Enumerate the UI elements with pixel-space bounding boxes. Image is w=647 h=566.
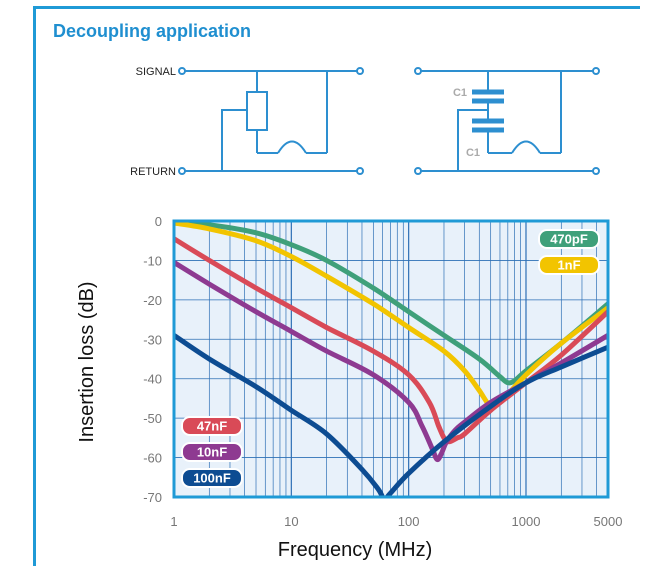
plot-frame <box>172 219 610 499</box>
insertion-loss-chart: 0 -10 -20 -30 -40 -50 -60 -70 1 10 100 1000 5000 47… <box>76 214 622 561</box>
legend-item-100nF: 100nF <box>181 468 243 488</box>
series-line-100nF <box>174 332 608 497</box>
panel-title: Decoupling application <box>53 21 252 41</box>
x-tick-labels: 1 10 100 1000 5000 <box>170 514 622 529</box>
cap-label-bottom: C1 <box>466 147 480 159</box>
y-tick-label: -60 <box>143 451 162 466</box>
legend-label: 47nF <box>197 419 227 434</box>
series-line-10nF <box>174 259 608 463</box>
cap-label-top: C1 <box>453 87 467 99</box>
legend-label: 470pF <box>550 232 588 247</box>
return-label: RETURN <box>130 166 176 178</box>
x-tick-label: 5000 <box>594 514 623 529</box>
legend-badge <box>181 442 243 462</box>
y-tick-label: -40 <box>143 372 162 387</box>
y-axis-label: Insertion loss (dB) <box>76 281 98 442</box>
series-line-47nF <box>174 236 608 445</box>
y-tick-label: -70 <box>143 490 162 505</box>
x-tick-label: 1 <box>170 514 177 529</box>
schematic-right-labels: C1 C1 <box>453 87 480 159</box>
schematic-right <box>414 67 600 175</box>
series-layer <box>174 221 608 497</box>
legend-item-10nF: 10nF <box>181 442 243 462</box>
legend-badge <box>181 416 243 436</box>
y-tick-label: -20 <box>143 293 162 308</box>
legend-label: 10nF <box>197 445 227 460</box>
schematic-left <box>178 67 364 175</box>
legend-label: 1nF <box>557 258 580 273</box>
legend-label: 100nF <box>193 471 231 486</box>
y-tick-label: -50 <box>143 411 162 426</box>
x-tick-label: 100 <box>398 514 420 529</box>
y-tick-label: -30 <box>143 332 162 347</box>
x-tick-label: 10 <box>284 514 298 529</box>
x-tick-label: 1000 <box>512 514 541 529</box>
legend-item-470pF: 470pF <box>538 229 600 249</box>
legend-badge <box>538 229 600 249</box>
signal-label: SIGNAL <box>136 66 176 78</box>
series-line-470pF <box>174 221 608 386</box>
legend-badge <box>538 255 600 275</box>
legend: 470pF 1nF 47nF 10nF 100nF <box>181 229 600 488</box>
y-tick-labels: 0 -10 -20 -30 -40 -50 -60 -70 <box>143 214 162 505</box>
y-tick-label: 0 <box>155 214 162 229</box>
legend-item-47nF: 47nF <box>181 416 243 436</box>
legend-item-1nF: 1nF <box>538 255 600 275</box>
y-tick-label: -10 <box>143 253 162 268</box>
legend-badge <box>181 468 243 488</box>
schematic-left-labels: SIGNAL RETURN <box>130 66 176 178</box>
plot-grid <box>173 220 609 498</box>
x-axis-label: Frequency (MHz) <box>278 539 432 561</box>
